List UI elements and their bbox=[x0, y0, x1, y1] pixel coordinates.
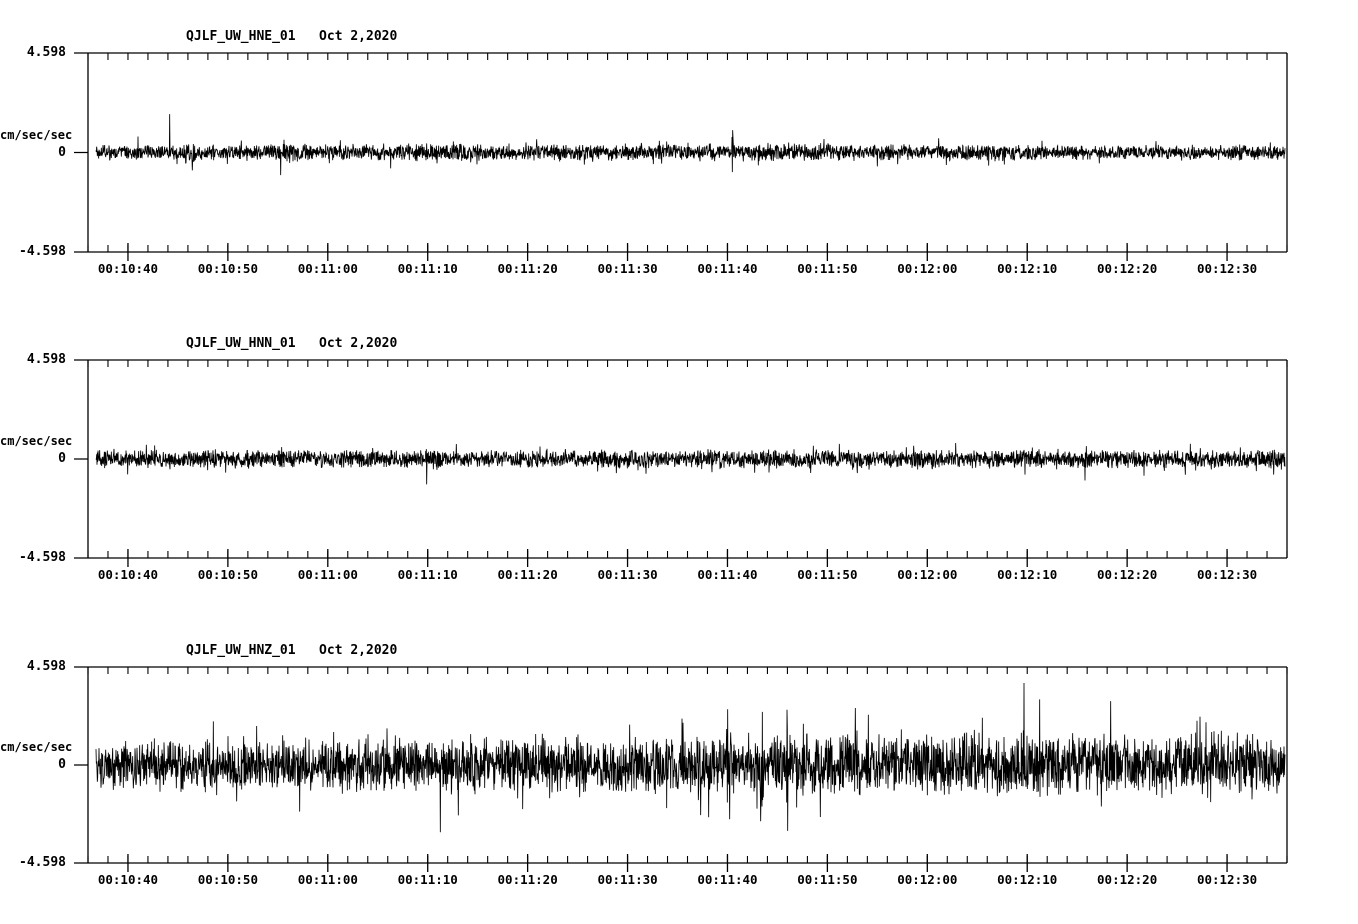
x-axis-tick-label: 00:10:40 bbox=[97, 567, 159, 582]
x-axis-tick-label: 00:11:10 bbox=[397, 261, 458, 276]
y-axis-min-label-hne: -4.598 bbox=[19, 244, 66, 259]
x-axis-minor-ticks bbox=[87, 53, 1288, 252]
x-axis-tick-label: 00:12:30 bbox=[1196, 261, 1258, 276]
x-axis-tick-label: 00:10:50 bbox=[197, 261, 258, 276]
x-axis-tick-label: 00:12:00 bbox=[897, 567, 958, 582]
x-axis-tick-label: 00:12:30 bbox=[1196, 567, 1258, 582]
x-axis-tick-label: 00:11:50 bbox=[797, 872, 858, 887]
y-axis-zero-label-hnn: 0 bbox=[58, 451, 66, 466]
x-axis-tick-label: 00:11:00 bbox=[297, 567, 358, 582]
waveform-trace-hne bbox=[95, 114, 1286, 176]
y-axis-zero-label-hne: 0 bbox=[58, 144, 66, 160]
y-axis-min-label-hnz: -4.598 bbox=[19, 855, 66, 870]
y-axis-ticks bbox=[74, 359, 88, 559]
y-axis-units-label-hne: cm/sec/sec bbox=[0, 127, 73, 142]
y-axis-max-label-hne: 4.598 bbox=[26, 45, 66, 60]
x-axis-tick-label: 00:12:20 bbox=[1097, 567, 1158, 582]
x-axis-major-ticks bbox=[127, 549, 1228, 567]
x-axis-tick-label: 00:11:30 bbox=[597, 872, 658, 887]
x-axis-tick-label: 00:11:30 bbox=[597, 261, 658, 276]
x-axis-tick-label: 00:11:30 bbox=[597, 567, 658, 582]
x-axis-tick-label: 00:11:00 bbox=[297, 872, 358, 887]
y-axis-max-label-hnz: 4.598 bbox=[26, 659, 66, 674]
y-axis-units-label-hnn: cm/sec/sec bbox=[0, 434, 73, 448]
y-axis-ticks bbox=[74, 666, 88, 864]
x-axis-tick-label: 00:12:20 bbox=[1097, 872, 1158, 887]
y-axis-ticks bbox=[74, 52, 88, 253]
x-axis-tick-label: 00:10:40 bbox=[97, 872, 159, 887]
y-axis-zero-label-hnz: 0 bbox=[58, 757, 66, 772]
x-axis-tick-label: 00:11:20 bbox=[497, 872, 558, 887]
x-axis-tick-label: 00:12:10 bbox=[997, 567, 1058, 582]
x-axis-tick-label: 00:10:50 bbox=[197, 872, 258, 887]
x-axis-tick-label: 00:11:10 bbox=[397, 567, 458, 582]
x-axis-tick-label: 00:11:10 bbox=[397, 872, 458, 887]
x-axis-tick-label: 00:11:50 bbox=[797, 567, 858, 582]
x-axis-tick-label: 00:12:10 bbox=[997, 872, 1058, 887]
x-axis-minor-ticks bbox=[87, 360, 1288, 558]
x-axis-minor-ticks bbox=[87, 667, 1288, 863]
y-axis-units-label-hnz: cm/sec/sec bbox=[0, 740, 73, 754]
x-axis-major-ticks bbox=[127, 854, 1228, 872]
x-axis-major-ticks bbox=[127, 243, 1228, 261]
waveform-trace-hnz bbox=[95, 683, 1286, 833]
x-axis-tick-label: 00:10:50 bbox=[197, 567, 258, 582]
x-axis-tick-label: 00:12:20 bbox=[1097, 261, 1158, 276]
x-axis-tick-label: 00:12:10 bbox=[997, 261, 1058, 276]
panel-title-hne: QJLF_UW_HNE_01 Oct 2,2020 bbox=[186, 29, 398, 44]
x-axis-tick-label: 00:11:20 bbox=[497, 261, 558, 276]
x-axis-tick-label: 00:12:30 bbox=[1196, 872, 1258, 887]
x-axis-tick-label: 00:12:00 bbox=[897, 261, 958, 276]
x-axis-tick-label: 00:10:40 bbox=[97, 261, 159, 276]
x-axis-tick-label: 00:11:00 bbox=[297, 261, 358, 276]
x-axis-tick-label: 00:12:00 bbox=[897, 872, 958, 887]
x-axis-tick-label: 00:11:50 bbox=[797, 261, 858, 276]
waveform-trace-hnn bbox=[95, 443, 1286, 485]
x-axis-tick-label: 00:11:40 bbox=[697, 261, 758, 276]
x-axis-tick-label: 00:11:40 bbox=[697, 872, 758, 887]
y-axis-max-label-hnn: 4.598 bbox=[26, 352, 66, 367]
x-axis-tick-label: 00:11:40 bbox=[697, 567, 758, 582]
panel-title-hnz: QJLF_UW_HNZ_01 Oct 2,2020 bbox=[186, 643, 398, 658]
x-axis-tick-label: 00:11:20 bbox=[497, 567, 558, 582]
y-axis-min-label-hnn: -4.598 bbox=[19, 550, 66, 565]
panel-title-hnn: QJLF_UW_HNN_01 Oct 2,2020 bbox=[186, 336, 398, 351]
